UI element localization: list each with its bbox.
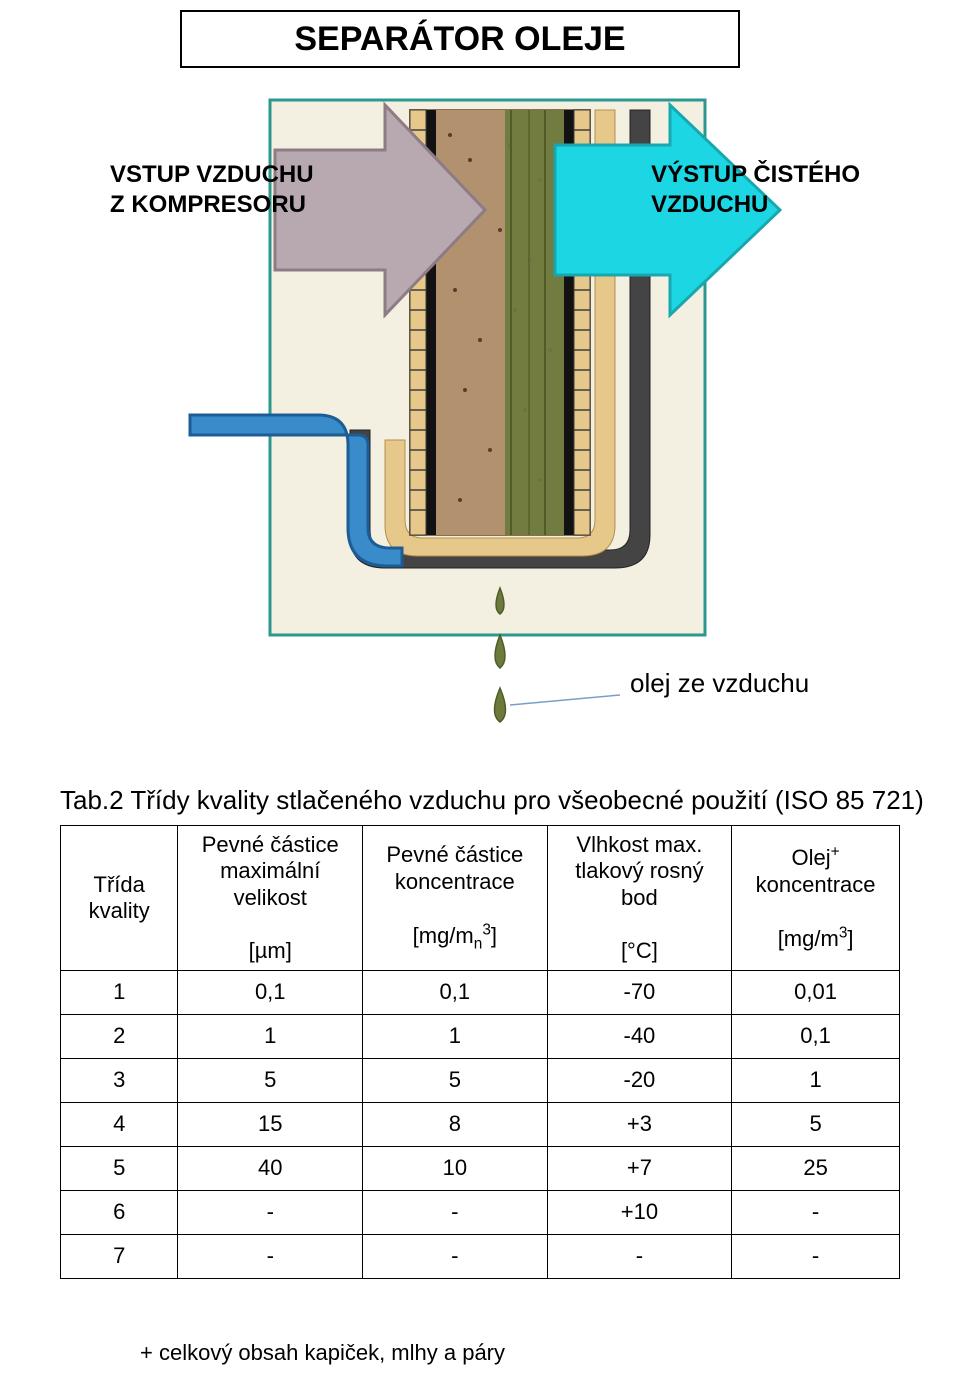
- cell: +3: [547, 1102, 732, 1146]
- th-oil-title: Olej+koncentrace: [756, 845, 876, 896]
- cell: 25: [732, 1146, 900, 1190]
- cell: -: [547, 1234, 732, 1278]
- cell: -20: [547, 1058, 732, 1102]
- input-label: VSTUP VZDUCHU Z KOMPRESORU: [110, 160, 314, 220]
- table-row: 2 1 1 -40 0,1: [61, 1014, 900, 1058]
- cell: 8: [363, 1102, 548, 1146]
- th-particle-conc-title: Pevné částice koncentrace: [386, 842, 523, 893]
- th-particle-conc: Pevné částice koncentrace [mg/mn3]: [363, 826, 548, 971]
- output-line1: VÝSTUP ČISTÉHO: [651, 161, 860, 188]
- table-row: 3 5 5 -20 1: [61, 1058, 900, 1102]
- cell: -: [178, 1234, 363, 1278]
- cell: 5: [363, 1058, 548, 1102]
- table-row: 1 0,1 0,1 -70 0,01: [61, 970, 900, 1014]
- cell: -: [363, 1190, 548, 1234]
- output-label: VÝSTUP ČISTÉHO VZDUCHU: [651, 160, 860, 220]
- table-row: 7 - - - -: [61, 1234, 900, 1278]
- oil-label: olej ze vzduchu: [630, 668, 809, 699]
- th-particle-size: Pevné částice maximální velikost [µm]: [178, 826, 363, 971]
- cell: 0,1: [363, 970, 548, 1014]
- cell: 7: [61, 1234, 178, 1278]
- cell: 1: [732, 1058, 900, 1102]
- cell: -: [732, 1234, 900, 1278]
- cell: 6: [61, 1190, 178, 1234]
- cell: +10: [547, 1190, 732, 1234]
- cell: 1: [363, 1014, 548, 1058]
- cell: 5: [178, 1058, 363, 1102]
- th-class: Třída kvality: [61, 826, 178, 971]
- table-row: 6 - - +10 -: [61, 1190, 900, 1234]
- cell: 40: [178, 1146, 363, 1190]
- cell: +7: [547, 1146, 732, 1190]
- cell: 3: [61, 1058, 178, 1102]
- th-humidity-title: Vlhkost max. tlakový rosný bod: [575, 832, 703, 910]
- cell: 0,1: [178, 970, 363, 1014]
- cell: -: [363, 1234, 548, 1278]
- table-caption: Tab.2 Třídy kvality stlačeného vzduchu p…: [60, 785, 924, 816]
- cell: -70: [547, 970, 732, 1014]
- separator-diagram: VSTUP VZDUCHU Z KOMPRESORU VÝSTUP ČISTÉH…: [110, 90, 850, 730]
- th-oil-unit: [mg/m3]: [778, 926, 854, 951]
- th-particle-size-title: Pevné částice maximální velikost: [202, 832, 339, 910]
- cell: 1: [61, 970, 178, 1014]
- quality-table: Třída kvality Pevné částice maximální ve…: [60, 825, 900, 1279]
- cell: 15: [178, 1102, 363, 1146]
- cell: 0,1: [732, 1014, 900, 1058]
- cell: 5: [61, 1146, 178, 1190]
- table-body: 1 0,1 0,1 -70 0,01 2 1 1 -40 0,1 3 5 5 -…: [61, 970, 900, 1278]
- cell: 4: [61, 1102, 178, 1146]
- input-line1: VSTUP VZDUCHU: [110, 161, 314, 188]
- cell: 1: [178, 1014, 363, 1058]
- table-footnote: + celkový obsah kapiček, mlhy a páry: [140, 1340, 505, 1366]
- th-particle-size-unit: [µm]: [249, 938, 292, 963]
- th-humidity-unit: [°C]: [621, 938, 658, 963]
- input-line2: Z KOMPRESORU: [110, 191, 306, 218]
- page-title: SEPARÁTOR OLEJE: [180, 10, 740, 68]
- table-header-row: Třída kvality Pevné částice maximální ve…: [61, 826, 900, 971]
- th-humidity: Vlhkost max. tlakový rosný bod [°C]: [547, 826, 732, 971]
- cell: -: [178, 1190, 363, 1234]
- th-oil: Olej+koncentrace [mg/m3]: [732, 826, 900, 971]
- cell: -: [732, 1190, 900, 1234]
- cell: -40: [547, 1014, 732, 1058]
- cell: 0,01: [732, 970, 900, 1014]
- table-row: 4 15 8 +3 5: [61, 1102, 900, 1146]
- cell: 10: [363, 1146, 548, 1190]
- cell: 5: [732, 1102, 900, 1146]
- th-particle-conc-unit: [mg/mn3]: [413, 923, 497, 948]
- cell: 2: [61, 1014, 178, 1058]
- output-line2: VZDUCHU: [651, 191, 768, 218]
- table-row: 5 40 10 +7 25: [61, 1146, 900, 1190]
